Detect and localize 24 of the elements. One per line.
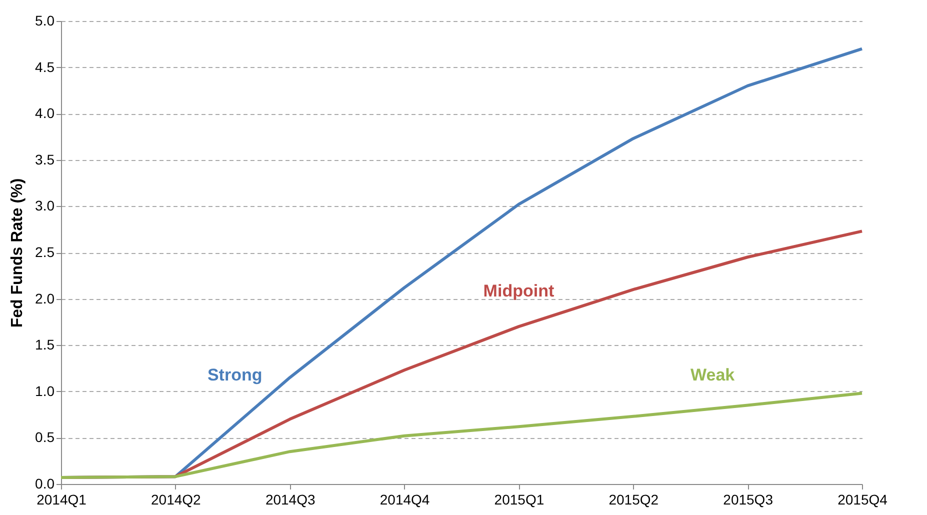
x-tick-label: 2014Q1	[36, 492, 87, 508]
y-tick-label: 4.5	[35, 58, 55, 75]
x-tick-label: 2014Q2	[151, 492, 202, 508]
x-tick-label: 2015Q2	[608, 492, 659, 508]
y-tick-label: 3.5	[35, 151, 55, 168]
y-tick-label: 0.0	[35, 476, 55, 492]
series-label: Weak	[690, 365, 736, 384]
y-tick-label: 5.0	[35, 12, 55, 28]
y-tick-label: 1.0	[35, 382, 55, 399]
line-series	[60, 392, 864, 480]
y-tick-label: 1.5	[35, 336, 55, 353]
y-tick-label: 0.5	[35, 429, 55, 446]
y-axis-title: Fed Funds Rate (%)	[9, 178, 26, 328]
x-tick-label: 2015Q1	[494, 492, 544, 508]
series-label: Midpoint	[483, 282, 554, 301]
x-tick-label: 2014Q3	[265, 492, 316, 508]
x-tick-label: 2015Q3	[723, 492, 774, 508]
y-tick-label: 2.5	[35, 244, 55, 260]
y-tick-label: 4.0	[35, 105, 55, 122]
x-tick-label: 2014Q4	[380, 492, 430, 508]
series-label: Strong	[207, 366, 262, 385]
x-tick-label: 2015Q4	[838, 492, 888, 508]
y-tick-label: 2.0	[35, 290, 55, 306]
y-tick-label: 3.0	[35, 198, 55, 214]
